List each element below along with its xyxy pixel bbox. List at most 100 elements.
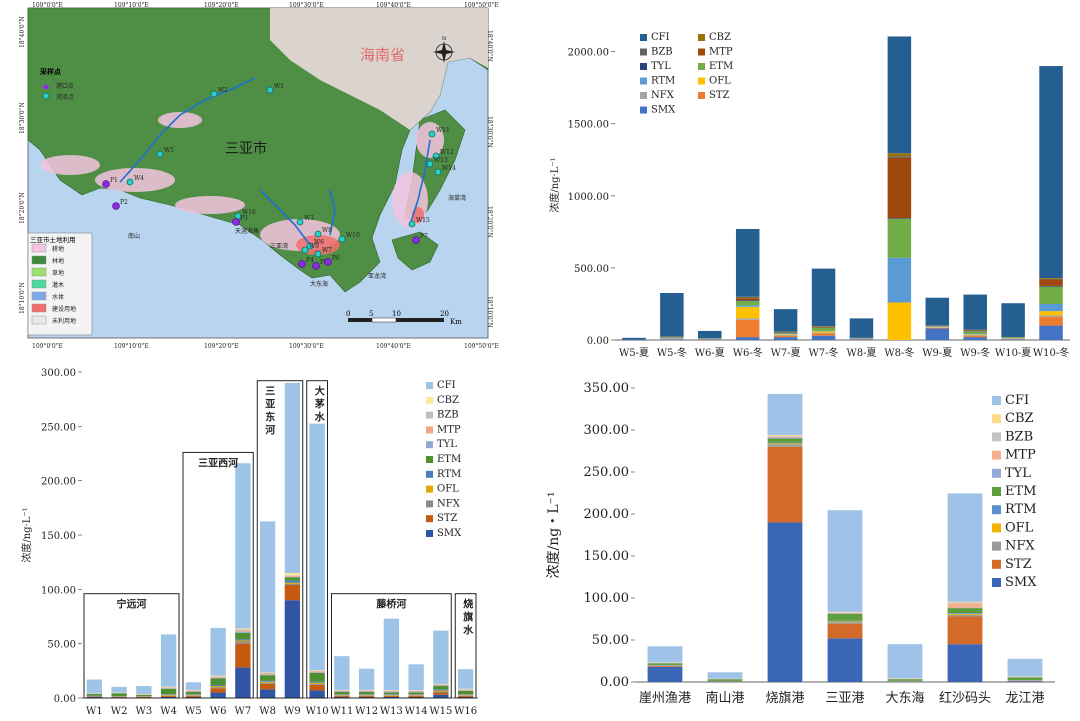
- map-point-label: W16: [242, 209, 256, 216]
- bar-cbz-W16: [457, 688, 474, 690]
- port-point-icon: [102, 180, 110, 188]
- bar-bzb-W8-冬: [887, 156, 912, 158]
- bar-cbz-W6-冬: [735, 296, 760, 298]
- x-tick-label: W10: [306, 706, 329, 717]
- river-point-icon: [314, 250, 322, 258]
- bar-cbz-W9: [284, 573, 301, 576]
- legend-label-rtm: RTM: [1005, 502, 1037, 517]
- bar-tyl-W11: [334, 691, 350, 693]
- legend-swatch-bzb: [992, 432, 1001, 442]
- river-group-box: [83, 593, 180, 699]
- port-point-icon: [312, 262, 320, 270]
- y-tick-label: 350.00: [584, 381, 630, 396]
- bar-etm-W10: [309, 673, 325, 682]
- map-point-label: W4: [134, 175, 144, 182]
- river-group-label: 三亚西河: [198, 457, 238, 469]
- bar-cfi-W9: [284, 382, 301, 574]
- bar-mtp-W9: [284, 575, 301, 577]
- bar-etm-三亚港: [827, 613, 863, 621]
- river-group-label-char: 茅: [315, 398, 325, 411]
- bar-etm-崖州渔港: [647, 663, 683, 665]
- x-tick-label: W3: [136, 706, 153, 717]
- bar-nfx-W13: [383, 695, 400, 696]
- bar-ofl-W6: [210, 686, 226, 688]
- bar-ofl-三亚港: [827, 621, 863, 623]
- bar-tyl-W8: [259, 674, 276, 676]
- river-group-label: 宁远河: [117, 598, 147, 611]
- bar-ofl-W11: [334, 694, 350, 696]
- map-lon-tick-top: 109°20'0"E: [204, 2, 239, 9]
- map-point-label: W13: [434, 157, 448, 164]
- bar-nfx-W9-冬: [963, 334, 987, 336]
- port-point-icon: [232, 218, 240, 226]
- bar-mtp-W7-冬: [811, 326, 836, 328]
- bar-cfi-W14: [408, 664, 424, 691]
- x-tick-label: W7: [235, 706, 252, 717]
- map-lat-tick-left: 18°10'0"N: [19, 282, 26, 314]
- x-tick-label: W1: [86, 706, 103, 717]
- bar-smx-W4: [160, 696, 177, 698]
- bar-stz-W1: [86, 696, 103, 697]
- y-tick-label: 100.00: [41, 585, 76, 596]
- bar-ofl-W9: [284, 582, 301, 584]
- bar-cbz-W13: [383, 690, 400, 691]
- legend-swatch-smx: [992, 578, 1001, 587]
- map-point-label: W6: [314, 239, 324, 246]
- landuse-legend-label: 未利用地: [52, 317, 76, 325]
- bar-rtm-W5: [185, 694, 202, 695]
- bar-cbz-红沙码头: [947, 601, 983, 603]
- landuse-swatch: [31, 279, 47, 289]
- bar-mtp-W4: [160, 687, 177, 689]
- map-point-label: W3: [304, 215, 314, 222]
- bar-tyl-W5: [185, 691, 202, 693]
- x-tick-label: W16: [454, 706, 477, 717]
- y-axis-label: 浓度/ng・L⁻¹: [546, 492, 562, 579]
- map-hainan-province: [270, 8, 488, 130]
- x-tick-label: W2: [111, 706, 128, 717]
- bar-cfi-W8: [259, 521, 276, 673]
- bar-cfi-W9-冬: [963, 294, 987, 330]
- bar-cbz-W11: [334, 689, 350, 691]
- bar-stz-烧旗港: [767, 446, 803, 523]
- legend-label-ofl: OFL: [1005, 520, 1034, 535]
- legend-label-nfx: NFX: [1005, 539, 1035, 554]
- river-point-icon: [314, 230, 322, 238]
- bar-smx-红沙码头: [947, 644, 983, 682]
- legend-swatch-cfi: [426, 382, 433, 389]
- bar-cfi-W12: [358, 668, 375, 690]
- bar-nfx-三亚港: [827, 622, 863, 625]
- bar-mtp-W15: [433, 684, 449, 686]
- bar-stz-W12: [358, 695, 375, 697]
- port-point-icon: [43, 84, 49, 89]
- bar-stz-W7: [235, 643, 251, 668]
- legend-swatch-mtp: [992, 450, 1001, 460]
- landuse-swatch: [31, 255, 47, 265]
- bar-ofl-W7: [235, 640, 251, 642]
- river-group-box: [306, 380, 328, 699]
- bar-bzb-W15: [433, 684, 449, 685]
- bar-tyl-W14: [408, 692, 424, 693]
- bar-cfi-W13: [383, 618, 400, 691]
- legend-swatch-mtp: [426, 426, 433, 434]
- bar-ofl-W8: [259, 681, 276, 683]
- bar-bzb-W4: [160, 687, 177, 688]
- bar-smx-烧旗港: [767, 522, 803, 682]
- landuse-legend-label: 林地: [52, 257, 64, 265]
- landuse-swatch: [31, 243, 47, 253]
- landuse-legend-label: 草地: [52, 269, 64, 277]
- bar-cbz-W12: [358, 689, 375, 691]
- bar-smx-W9-冬: [963, 337, 987, 340]
- river-group-box: [182, 451, 254, 699]
- bar-stz-红沙码头: [947, 616, 983, 645]
- bar-bzb-烧旗港: [767, 435, 803, 437]
- map-lon-tick-top: 109°10'0"E: [114, 2, 149, 9]
- landuse-legend-label: 建设用地: [52, 305, 76, 313]
- legend-swatch-rtm: [426, 470, 433, 478]
- y-tick-label: 0.00: [587, 336, 609, 347]
- legend-label-cfi: CFI: [651, 32, 670, 43]
- bar-etm-W6-冬: [735, 301, 760, 306]
- x-tick-label: W7-冬: [809, 346, 839, 359]
- bar-nfx-W7: [235, 641, 251, 644]
- bar-mtp-W13: [383, 691, 400, 693]
- bar-cbz-W10-冬: [1039, 278, 1063, 279]
